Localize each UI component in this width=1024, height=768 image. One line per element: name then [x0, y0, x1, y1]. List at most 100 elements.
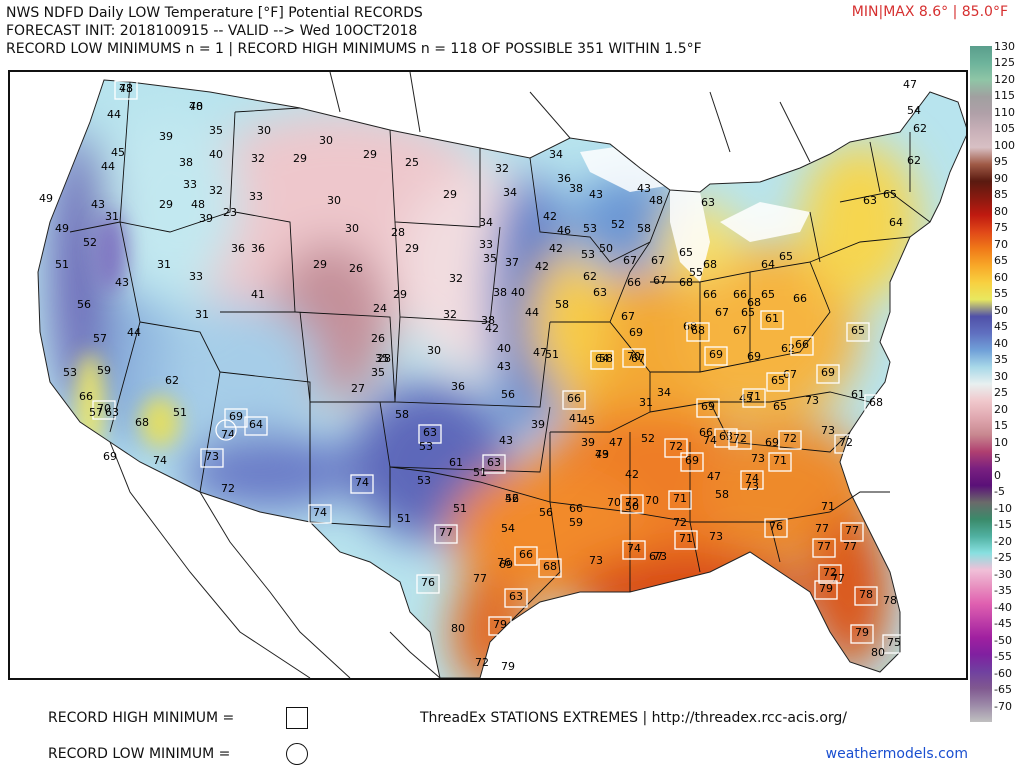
station-value: 50	[599, 242, 613, 255]
station-value: 52	[83, 236, 97, 249]
station-value: 31	[195, 308, 209, 321]
station-value: 66	[79, 390, 93, 403]
station-value: 58	[395, 408, 409, 421]
station-value: 58	[637, 222, 651, 235]
station-value: 51	[173, 406, 187, 419]
colorbar-tick-label: 90	[994, 171, 1008, 185]
station-value: 34	[503, 186, 517, 199]
station-value: 43	[119, 82, 133, 95]
station-value: 69	[629, 326, 643, 339]
station-value: 44	[127, 326, 141, 339]
station-value: 53	[583, 222, 597, 235]
station-value: 32	[209, 184, 223, 197]
station-value: 41	[251, 288, 265, 301]
station-value: 63	[863, 194, 877, 207]
station-value: 32	[495, 162, 509, 175]
station-value: 36	[251, 242, 265, 255]
station-value: 32	[251, 152, 265, 165]
station-value: 42	[625, 468, 639, 481]
station-value: 33	[189, 270, 203, 283]
colorbar-tick-label: -5	[994, 485, 1005, 499]
station-value: 36	[557, 172, 571, 185]
record-low-circle-icon	[286, 743, 308, 765]
colorbar-tick-label: 120	[994, 72, 1015, 86]
station-value: 50	[625, 500, 639, 513]
station-value: 71	[747, 390, 761, 403]
station-value: 78	[859, 588, 873, 601]
record-high-box	[538, 558, 562, 578]
record-high-box	[812, 538, 836, 558]
record-high-box	[620, 494, 644, 514]
colorbar-tick-label: 50	[994, 303, 1008, 317]
record-low-legend-label: RECORD LOW MINIMUM =	[48, 746, 231, 762]
station-value: 61	[449, 456, 463, 469]
station-value: 65	[851, 324, 865, 337]
station-value: 23	[223, 206, 237, 219]
record-high-box	[686, 322, 710, 342]
colorbar-tick-label: -55	[994, 650, 1012, 664]
colorbar-tick-label: -45	[994, 617, 1012, 631]
station-value: 66	[703, 288, 717, 301]
record-high-box	[704, 346, 728, 366]
colorbar-tick-label: 45	[994, 320, 1008, 334]
station-value: 74	[745, 472, 759, 485]
station-value: 64	[761, 258, 775, 271]
record-high-box	[114, 80, 138, 100]
station-value: 59	[569, 516, 583, 529]
station-value: 68	[869, 396, 883, 409]
record-high-box	[504, 588, 528, 608]
station-value: 74	[703, 434, 717, 447]
station-value: 73	[653, 550, 667, 563]
station-value: 42	[535, 260, 549, 273]
colorbar-tick-label: 60	[994, 270, 1008, 284]
station-value: 30	[257, 124, 271, 137]
record-high-box	[816, 364, 840, 384]
station-value: 62	[907, 154, 921, 167]
record-high-box	[882, 634, 906, 654]
station-value: 72	[221, 482, 235, 495]
colorbar-tick-label: -15	[994, 518, 1012, 532]
station-value: 66	[795, 338, 809, 351]
station-value: 34	[549, 148, 563, 161]
colorbar-tick-label: 35	[994, 353, 1008, 367]
station-value: 72	[475, 656, 489, 669]
record-high-box	[814, 580, 838, 600]
station-value: 44	[101, 160, 115, 173]
station-value: 43	[115, 276, 129, 289]
station-value: 44	[107, 108, 121, 121]
station-value: 67	[783, 368, 797, 381]
station-value: 66	[627, 276, 641, 289]
station-value: 43	[499, 434, 513, 447]
station-value: 63	[423, 426, 437, 439]
station-value: 26	[349, 262, 363, 275]
min-max-readout: MIN|MAX 8.6° | 85.0°F	[851, 4, 1008, 20]
station-value: 36	[451, 380, 465, 393]
land-outlines	[37, 72, 966, 678]
colorbar-tick-label: -65	[994, 683, 1012, 697]
record-high-box	[200, 448, 224, 468]
colorbar-tick-label: 25	[994, 386, 1008, 400]
station-value: 72	[839, 436, 853, 449]
station-value: 52	[505, 492, 519, 505]
colorbar-tick-label: 65	[994, 254, 1008, 268]
station-value: 74	[355, 476, 369, 489]
record-high-box	[590, 350, 614, 370]
colorbar-tick-label: -30	[994, 567, 1012, 581]
station-value: 57	[89, 406, 103, 419]
station-value: 64	[249, 418, 263, 431]
station-value: 49	[595, 448, 609, 461]
colorbar-tick-label: 55	[994, 287, 1008, 301]
station-value: 27	[351, 382, 365, 395]
record-high-box	[760, 310, 784, 330]
station-value: 32	[443, 308, 457, 321]
station-value: 52	[611, 218, 625, 231]
record-high-square-icon	[286, 707, 308, 729]
colorbar-tick-label: 75	[994, 221, 1008, 235]
colorbar-tick-label: 100	[994, 138, 1015, 152]
record-high-box	[850, 624, 874, 644]
station-value: 26	[371, 332, 385, 345]
station-value: 70	[645, 494, 659, 507]
station-value: 67	[623, 254, 637, 267]
station-value: 67	[653, 274, 667, 287]
station-value: 31	[639, 396, 653, 409]
